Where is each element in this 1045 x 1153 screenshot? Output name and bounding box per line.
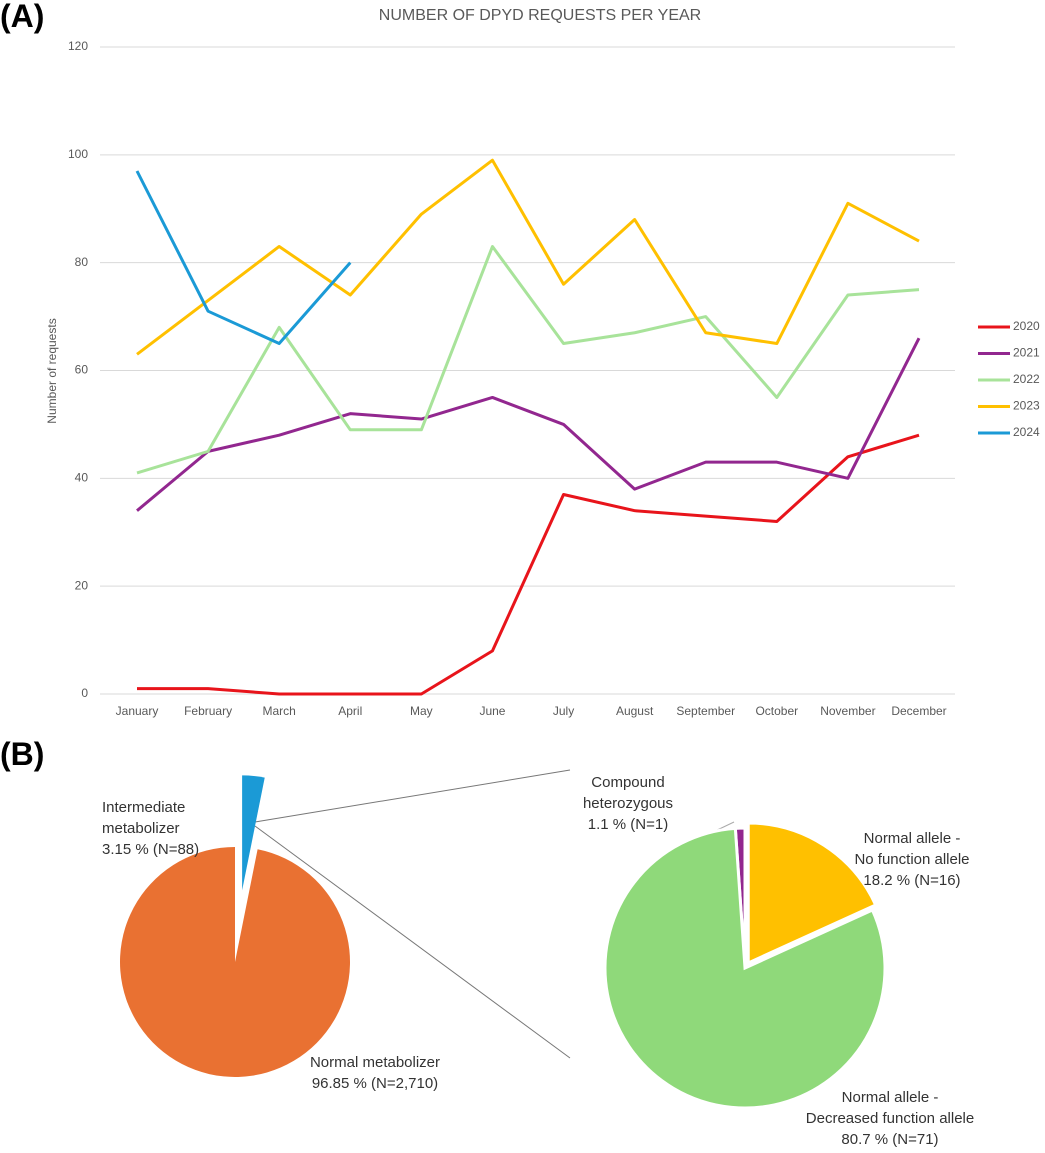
x-tick-label: August bbox=[616, 704, 654, 718]
slice-value-label: 80.7 % (N=71) bbox=[841, 1131, 939, 1148]
x-tick-label: July bbox=[553, 704, 574, 718]
slice-value-label: 18.2 % (N=16) bbox=[863, 872, 961, 889]
slice-label: Compound heterozygous bbox=[582, 774, 674, 812]
connector-line bbox=[254, 769, 571, 823]
legend-label: 2024 bbox=[1013, 425, 1040, 439]
x-tick-label: June bbox=[479, 704, 505, 718]
legend-label: 2022 bbox=[1013, 372, 1040, 386]
slice-value-label: 3.15 % (N=88) bbox=[102, 841, 200, 858]
y-tick-label: 40 bbox=[75, 471, 89, 485]
x-tick-label: February bbox=[184, 704, 232, 718]
slice-label: Normal allele - No function allele bbox=[854, 830, 970, 868]
pie-slice bbox=[120, 847, 351, 1078]
slice-value-label: 96.85 % (N=2,710) bbox=[311, 1075, 439, 1092]
pie-slice bbox=[603, 826, 887, 1110]
pie-slice bbox=[746, 821, 878, 966]
y-tick-label: 80 bbox=[75, 255, 89, 269]
x-tick-label: October bbox=[755, 704, 798, 718]
y-tick-label: 120 bbox=[68, 39, 88, 53]
x-tick-label: May bbox=[410, 704, 433, 718]
panel-label: (B) bbox=[0, 736, 45, 772]
pie-slice bbox=[242, 775, 265, 891]
legend-label: 2021 bbox=[1013, 346, 1040, 360]
series-line bbox=[136, 337, 921, 512]
x-tick-label: September bbox=[676, 704, 735, 718]
y-tick-label: 0 bbox=[81, 686, 88, 700]
legend-label: 2023 bbox=[1013, 399, 1040, 413]
x-tick-label: November bbox=[820, 704, 875, 718]
y-tick-label: 20 bbox=[75, 578, 89, 592]
slice-value-label: 1.1 % (N=1) bbox=[587, 816, 669, 833]
x-tick-label: April bbox=[338, 704, 362, 718]
series-line bbox=[135, 170, 352, 346]
slice-label: Intermediate metabolizer bbox=[102, 799, 186, 837]
series-line bbox=[137, 433, 920, 696]
slice-label: Normal metabolizer bbox=[309, 1054, 441, 1071]
y-axis-label: Number of requests bbox=[45, 318, 59, 423]
y-tick-label: 60 bbox=[75, 363, 89, 377]
panel-label: (A) bbox=[0, 0, 45, 34]
chart-title: NUMBER OF DPYD REQUESTS PER YEAR bbox=[379, 7, 701, 24]
x-tick-label: March bbox=[263, 704, 296, 718]
slice-label: Normal allele - Decreased function allel… bbox=[805, 1089, 975, 1127]
legend-label: 2020 bbox=[1013, 319, 1040, 333]
y-tick-label: 100 bbox=[68, 147, 88, 161]
x-tick-label: December bbox=[891, 704, 946, 718]
series-line bbox=[136, 244, 920, 475]
x-tick-label: January bbox=[116, 704, 159, 718]
series-line bbox=[136, 158, 920, 356]
connector-line bbox=[254, 825, 571, 1059]
